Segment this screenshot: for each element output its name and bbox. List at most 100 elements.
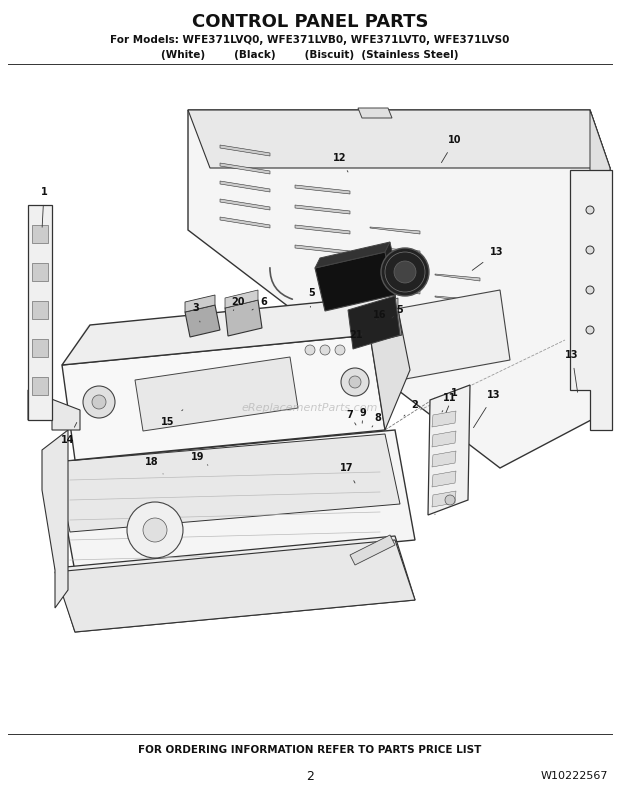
Polygon shape [188, 110, 610, 468]
Text: (White)        (Black)        (Biscuit)  (Stainless Steel): (White) (Black) (Biscuit) (Stainless Ste… [161, 50, 459, 60]
Text: 14: 14 [61, 423, 77, 445]
Text: 13: 13 [565, 350, 578, 392]
Polygon shape [220, 199, 270, 210]
Text: 2: 2 [404, 400, 418, 416]
Polygon shape [360, 320, 380, 343]
Polygon shape [55, 540, 415, 632]
Polygon shape [225, 300, 262, 336]
Text: 21: 21 [349, 330, 363, 340]
Polygon shape [62, 295, 395, 365]
Polygon shape [428, 385, 470, 515]
Text: 3: 3 [193, 303, 200, 322]
Polygon shape [295, 245, 350, 254]
Polygon shape [295, 205, 350, 214]
Text: 18: 18 [145, 457, 163, 474]
Polygon shape [370, 295, 410, 430]
Circle shape [341, 368, 369, 396]
Text: 9: 9 [360, 408, 366, 423]
Circle shape [92, 395, 106, 409]
Polygon shape [220, 145, 270, 156]
Text: FOR ORDERING INFORMATION REFER TO PARTS PRICE LIST: FOR ORDERING INFORMATION REFER TO PARTS … [138, 745, 482, 755]
Polygon shape [62, 335, 385, 460]
Text: 16: 16 [373, 310, 387, 320]
Circle shape [381, 248, 429, 296]
Polygon shape [370, 298, 398, 315]
Polygon shape [28, 205, 52, 420]
Text: 10: 10 [441, 135, 462, 163]
Circle shape [586, 206, 594, 214]
Polygon shape [390, 290, 510, 380]
Text: 15: 15 [161, 410, 183, 427]
Text: 11: 11 [442, 393, 457, 412]
Circle shape [586, 326, 594, 334]
Polygon shape [590, 110, 610, 410]
Polygon shape [370, 287, 420, 294]
Polygon shape [432, 451, 456, 467]
Polygon shape [32, 301, 48, 319]
Text: 8: 8 [372, 413, 381, 427]
Polygon shape [220, 163, 270, 174]
Polygon shape [62, 295, 395, 365]
Polygon shape [370, 247, 420, 254]
Text: 17: 17 [340, 463, 355, 483]
Circle shape [143, 518, 167, 542]
Circle shape [394, 261, 416, 283]
Text: 1: 1 [41, 187, 47, 227]
Circle shape [586, 246, 594, 254]
Circle shape [320, 345, 330, 355]
Polygon shape [370, 308, 402, 342]
Text: 1: 1 [446, 388, 458, 412]
Polygon shape [32, 377, 48, 395]
Polygon shape [315, 242, 390, 268]
Polygon shape [358, 108, 392, 118]
Text: 2: 2 [306, 769, 314, 783]
Polygon shape [370, 227, 420, 234]
Polygon shape [432, 411, 456, 427]
Text: CONTROL PANEL PARTS: CONTROL PANEL PARTS [192, 13, 428, 31]
Polygon shape [185, 305, 220, 337]
Polygon shape [315, 252, 395, 311]
Text: 12: 12 [334, 153, 348, 172]
Circle shape [349, 376, 361, 388]
Polygon shape [435, 296, 480, 303]
Circle shape [305, 345, 315, 355]
Polygon shape [435, 318, 480, 325]
Text: 20: 20 [231, 297, 245, 310]
Polygon shape [348, 296, 400, 349]
Text: 13: 13 [472, 247, 503, 270]
Polygon shape [225, 290, 258, 308]
Polygon shape [432, 471, 456, 487]
Polygon shape [220, 181, 270, 192]
Text: W10222567: W10222567 [541, 771, 608, 781]
Circle shape [445, 495, 455, 505]
Polygon shape [295, 225, 350, 234]
Polygon shape [350, 535, 395, 565]
Polygon shape [188, 110, 610, 168]
Circle shape [586, 286, 594, 294]
Polygon shape [432, 431, 456, 447]
Polygon shape [32, 225, 48, 243]
Polygon shape [185, 295, 215, 312]
Polygon shape [570, 170, 612, 430]
Text: 5: 5 [392, 305, 404, 318]
Polygon shape [295, 185, 350, 194]
Polygon shape [42, 430, 68, 608]
Polygon shape [135, 357, 298, 431]
Polygon shape [55, 430, 415, 572]
Text: 6: 6 [252, 297, 267, 310]
Circle shape [83, 386, 115, 418]
Polygon shape [432, 491, 456, 507]
Polygon shape [55, 434, 400, 532]
Circle shape [127, 502, 183, 558]
Polygon shape [32, 263, 48, 281]
Polygon shape [55, 536, 415, 632]
Polygon shape [385, 242, 400, 295]
Polygon shape [370, 267, 420, 274]
Polygon shape [32, 339, 48, 357]
Text: For Models: WFE371LVQ0, WFE371LVB0, WFE371LVT0, WFE371LVS0: For Models: WFE371LVQ0, WFE371LVB0, WFE3… [110, 35, 510, 45]
Text: 7: 7 [347, 410, 356, 425]
Polygon shape [435, 274, 480, 281]
Text: 13: 13 [474, 390, 501, 427]
Polygon shape [220, 217, 270, 228]
Text: 5: 5 [309, 288, 316, 307]
